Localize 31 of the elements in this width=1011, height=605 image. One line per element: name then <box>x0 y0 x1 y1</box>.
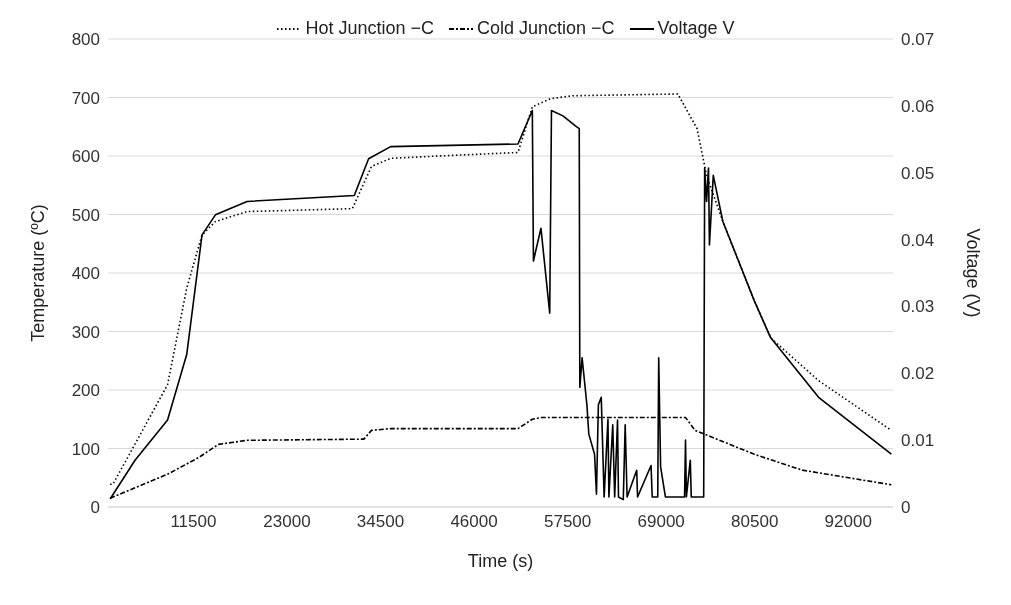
y2-tick-label: 0.02 <box>901 364 935 384</box>
y-axis-title: Temperature (ºC) <box>28 204 49 342</box>
y-tick-label: 600 <box>71 147 100 167</box>
y-tick-label: 800 <box>71 30 100 50</box>
y2-tick-label: 0.06 <box>901 96 935 116</box>
x-tick-label: 34500 <box>356 512 405 532</box>
y2-tick-label: 0 <box>901 498 911 518</box>
y-tick-label: 400 <box>71 264 100 284</box>
y2-tick-label: 0.01 <box>901 431 935 451</box>
x-tick-label: 11500 <box>170 512 217 532</box>
y2-tick-label: 0.04 <box>901 230 935 250</box>
x-tick-label: 80500 <box>731 512 779 532</box>
legend-label: Voltage V <box>657 18 735 39</box>
y-tick-label: 300 <box>71 322 100 342</box>
x-tick-label: 46000 <box>450 512 498 532</box>
y-tick-label: 100 <box>71 439 100 459</box>
x-tick-label: 23000 <box>263 512 311 532</box>
y-tick-label: 0 <box>90 498 100 518</box>
x-axis-title: Time (s) <box>467 551 534 571</box>
x-tick-label: 69000 <box>637 512 685 532</box>
y2-tick-label: 0.03 <box>901 297 935 317</box>
y-tick-label: 500 <box>71 205 100 225</box>
legend-label: Cold Junction −C <box>476 18 615 39</box>
y-tick-label: 200 <box>71 381 100 401</box>
y2-tick-label: 0.05 <box>901 163 935 183</box>
legend-label: Hot Junction −C <box>305 18 434 39</box>
y2-tick-label: 0.07 <box>901 30 935 50</box>
y2-axis-title: Voltage (V) <box>962 228 983 318</box>
x-tick-label: 57500 <box>543 512 592 532</box>
x-tick-label: 92000 <box>824 512 872 532</box>
y-tick-label: 700 <box>71 88 100 108</box>
